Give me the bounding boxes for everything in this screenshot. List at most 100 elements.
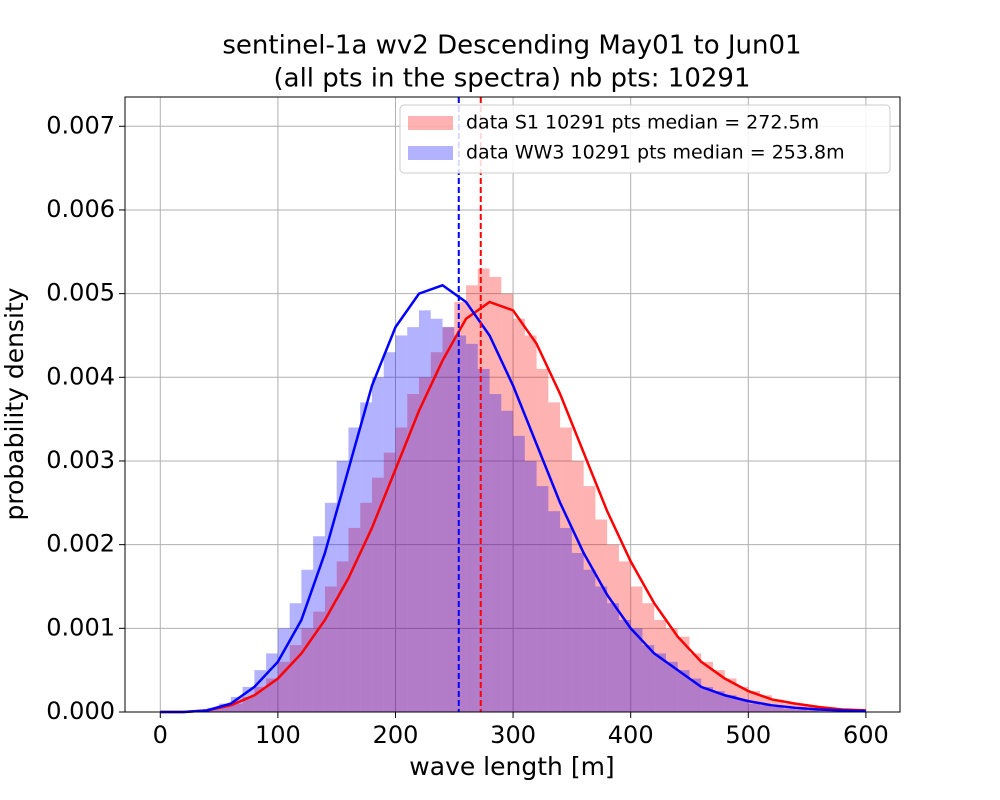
bar — [383, 452, 396, 712]
chart-title: sentinel-1a wv2 Descending May01 to Jun0… — [222, 31, 801, 61]
bar — [630, 586, 643, 712]
bar — [383, 352, 396, 712]
bar — [360, 502, 372, 712]
bar — [571, 553, 584, 712]
bar — [513, 435, 525, 712]
fit-curve — [160, 283, 866, 714]
bar — [513, 318, 525, 712]
bar — [524, 335, 537, 712]
x-tick-label: 100 — [255, 721, 301, 749]
bar — [501, 293, 514, 712]
bar — [760, 705, 772, 712]
x-tick-label: 500 — [725, 721, 771, 749]
bar — [642, 603, 655, 712]
bar — [371, 477, 384, 712]
bar — [571, 460, 584, 712]
bar — [219, 706, 231, 712]
bar — [548, 402, 561, 712]
bar — [477, 368, 490, 712]
bar — [724, 678, 737, 712]
x-tick-label: 0 — [153, 721, 168, 749]
legend-swatch — [408, 116, 453, 130]
bar — [301, 628, 314, 712]
x-tick-label: 600 — [843, 721, 889, 749]
x-tick-label: 200 — [373, 721, 419, 749]
bar — [560, 427, 572, 712]
bar — [242, 696, 255, 712]
bar — [324, 586, 337, 712]
bar — [724, 695, 737, 712]
bar — [419, 310, 431, 712]
plot-frame — [124, 96, 901, 713]
bar — [466, 343, 478, 712]
bar — [642, 645, 655, 712]
bar — [489, 276, 502, 712]
bar — [371, 377, 384, 712]
bar — [748, 703, 761, 712]
bar — [407, 394, 420, 712]
bar — [654, 653, 666, 712]
bar — [289, 603, 302, 712]
bar — [701, 686, 714, 712]
bar — [595, 586, 608, 712]
bar — [689, 678, 702, 712]
bar — [230, 703, 243, 712]
bar — [289, 645, 302, 712]
bar — [360, 402, 372, 712]
bar — [477, 268, 490, 712]
bar — [630, 628, 643, 712]
y-tick-label: 0.001 — [46, 613, 115, 641]
bar — [701, 661, 714, 712]
bar — [607, 544, 619, 712]
bar — [713, 670, 725, 712]
bar — [395, 335, 408, 712]
bar — [618, 619, 631, 712]
bar — [536, 486, 549, 712]
bar — [336, 561, 349, 712]
bar — [665, 661, 678, 712]
bar — [595, 519, 608, 712]
bar — [442, 327, 455, 712]
bar — [501, 410, 514, 712]
bar — [313, 611, 325, 712]
bar — [395, 427, 408, 712]
bar — [430, 352, 443, 712]
y-tick-label: 0.000 — [46, 697, 115, 725]
bar — [560, 527, 572, 712]
bar — [583, 486, 596, 712]
bar — [442, 327, 455, 712]
bar — [783, 708, 796, 712]
bar — [618, 561, 631, 712]
bar — [348, 427, 361, 712]
bar — [301, 569, 314, 712]
legend-label: data S1 10291 pts median = 272.5m — [466, 112, 819, 134]
bar — [313, 536, 325, 712]
bar — [583, 569, 596, 712]
x-tick-label: 400 — [608, 721, 654, 749]
bar — [713, 691, 725, 712]
bar — [466, 285, 478, 712]
y-tick-label: 0.006 — [46, 195, 115, 223]
y-axis-label: probability density — [0, 287, 29, 520]
bar — [454, 335, 467, 712]
bar — [795, 709, 808, 712]
bar — [548, 511, 561, 712]
bar — [230, 696, 243, 712]
y-tick-label: 0.005 — [46, 279, 115, 307]
bar — [430, 318, 443, 712]
bar — [677, 670, 690, 712]
bar — [407, 327, 420, 712]
y-tick-label: 0.002 — [46, 530, 115, 558]
legend-swatch — [408, 146, 453, 160]
legend-box — [399, 104, 891, 174]
x-axis-label: wave length [m] — [409, 752, 614, 781]
bar — [266, 678, 278, 712]
chart-title: (all pts in the spectra) nb pts: 10291 — [274, 64, 751, 94]
bar — [489, 394, 502, 712]
bar — [536, 368, 549, 712]
bar — [524, 460, 537, 712]
bar — [771, 706, 784, 712]
bar — [277, 661, 290, 712]
bar — [665, 628, 678, 712]
